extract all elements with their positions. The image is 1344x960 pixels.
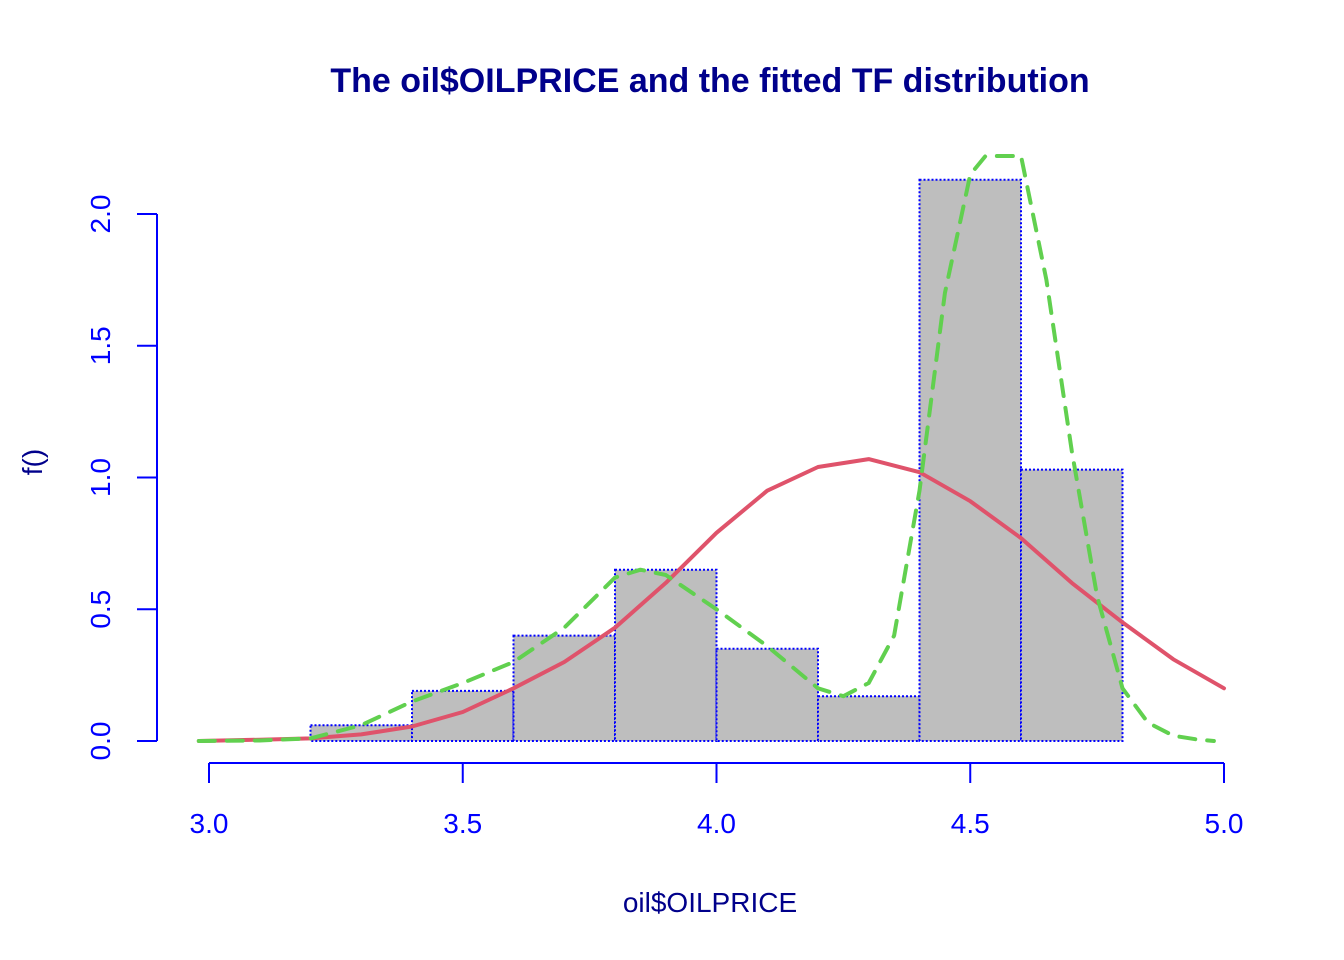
fitted-tf-density-curve (196, 457, 1226, 743)
density-curves (196, 154, 1226, 743)
histogram-bar (1020, 468, 1124, 742)
y-tick-label: 0.5 (85, 590, 116, 629)
y-tick-label: 1.0 (85, 458, 116, 497)
histogram-bar (411, 689, 515, 742)
histogram-bar (715, 647, 819, 743)
x-tick-label: 4.5 (951, 808, 990, 839)
histogram-bars (309, 178, 1124, 743)
histogram-bar (918, 178, 1022, 742)
x-tick-label: 5.0 (1205, 808, 1244, 839)
x-tick-label: 3.5 (443, 808, 482, 839)
chart-title: The oil$OILPRICE and the fitted TF distr… (330, 62, 1089, 100)
y-axis: 0.0 0.5 1.0 1.5 2.0 (85, 195, 158, 761)
x-axis-label: oil$OILPRICE (623, 887, 797, 918)
x-axis: 3.0 3.5 4.0 4.5 5.0 (190, 762, 1244, 839)
y-tick-label: 2.0 (85, 195, 116, 234)
y-axis-label: f() (17, 449, 48, 475)
y-tick-label: 0.0 (85, 722, 116, 761)
dashed-density-curve (196, 154, 1216, 743)
histogram-bar (817, 695, 921, 743)
y-tick-label: 1.5 (85, 326, 116, 365)
histogram-bar (614, 568, 718, 742)
x-tick-label: 4.0 (697, 808, 736, 839)
x-tick-label: 3.0 (190, 808, 229, 839)
